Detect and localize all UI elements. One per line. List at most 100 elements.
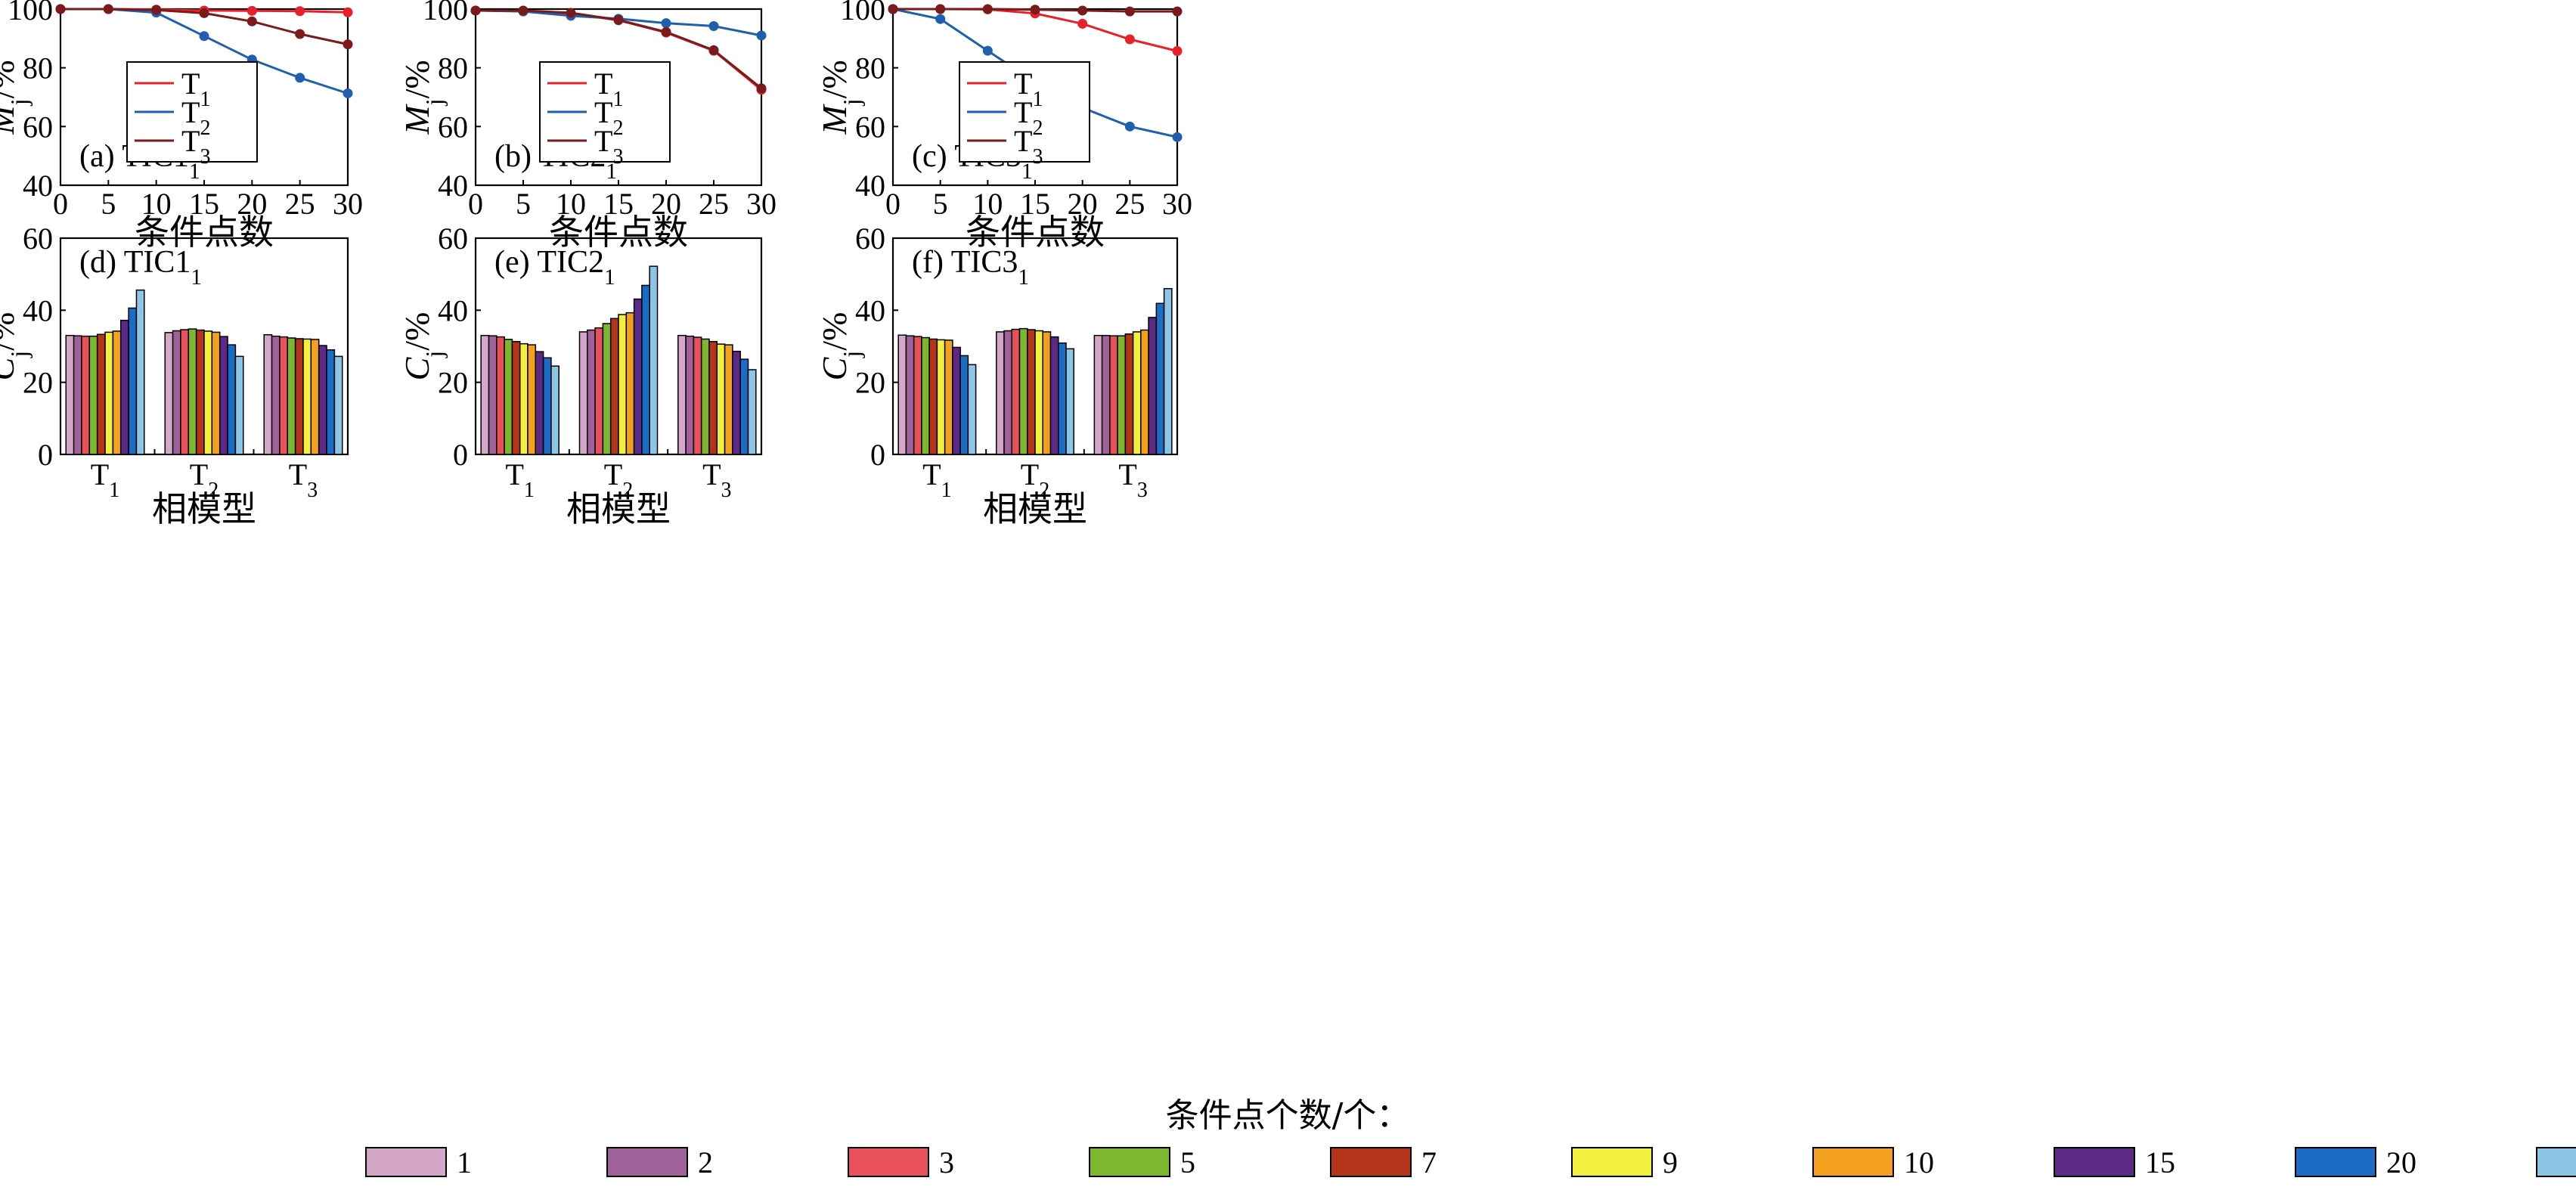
bar [587, 329, 596, 455]
bar [294, 338, 304, 455]
legend-item-3: 3 [848, 1145, 954, 1179]
panel-label: (f) TIC31 [912, 245, 1029, 290]
y-axis-title: Cj/% [0, 312, 33, 381]
y-tick-label: 40 [438, 169, 468, 203]
legend-label: 20 [2386, 1145, 2416, 1179]
legend-label: T1 [1014, 67, 1043, 111]
data-point [708, 21, 719, 32]
x-category-label: T3 [1118, 457, 1147, 502]
bar [333, 355, 343, 455]
data-point [1030, 5, 1040, 15]
x-category-label: T1 [91, 457, 119, 502]
legend-swatch [2536, 1147, 2576, 1177]
bar [542, 357, 552, 455]
legend-label: 10 [1904, 1145, 1934, 1179]
x-category-label: T1 [922, 457, 951, 502]
bar [944, 339, 953, 455]
bar [119, 319, 129, 455]
bar [913, 336, 922, 455]
data-point [661, 26, 671, 37]
legend-item-10: 10 [1812, 1145, 1934, 1179]
bar [1140, 329, 1149, 455]
data-point [1124, 6, 1135, 17]
x-axis-title: 相模型 [566, 488, 671, 529]
y-axis-title: Cj/% [815, 312, 865, 381]
bar [302, 338, 312, 455]
legend-item-20: 20 [2295, 1145, 2416, 1179]
x-tick-label: 25 [1114, 187, 1145, 221]
y-tick-label: 60 [438, 110, 468, 144]
x-category-label: T2 [604, 457, 633, 502]
bar [234, 355, 244, 455]
bar [519, 342, 529, 455]
legend-item-15: 15 [2054, 1145, 2175, 1179]
y-tick-label: 20 [855, 366, 885, 400]
bar [936, 339, 946, 455]
bar [633, 298, 643, 455]
bar [180, 329, 190, 455]
data-point [982, 45, 993, 56]
bar [1065, 348, 1074, 455]
legend-label: 9 [1663, 1145, 1678, 1179]
data-point [935, 14, 946, 24]
bar [496, 336, 505, 455]
x-category-label: T2 [1021, 457, 1049, 502]
y-tick-label: 40 [438, 293, 468, 327]
legend-label: T3 [594, 124, 623, 169]
bar [1011, 328, 1021, 455]
data-point [1172, 6, 1183, 17]
x-tick-label: 0 [53, 187, 68, 221]
bar [700, 338, 710, 455]
bar [1003, 330, 1013, 455]
bar [203, 330, 213, 455]
legend-label: T1 [181, 67, 210, 111]
y-tick-label: 60 [23, 222, 53, 256]
bar [227, 344, 237, 455]
y-tick-label: 0 [870, 438, 885, 472]
bar [739, 358, 749, 455]
y-tick-label: 20 [438, 366, 468, 400]
data-point [1172, 132, 1183, 142]
x-tick-label: 25 [699, 187, 729, 221]
bar [724, 344, 733, 455]
x-tick-label: 20 [237, 187, 267, 221]
bar [1042, 331, 1052, 455]
panel-label: (e) TIC21 [494, 245, 615, 290]
bar [188, 328, 197, 455]
bar [326, 349, 336, 455]
bar [625, 311, 635, 455]
bar [677, 334, 687, 455]
bar [1027, 329, 1036, 455]
bar [81, 335, 91, 455]
data-point [661, 18, 671, 29]
x-axis-title: 相模型 [152, 488, 256, 529]
bar [905, 335, 915, 455]
data-point [151, 5, 162, 15]
panel-f: 0 20 40 60 Cj/% (f) TIC31 T1 T2 T3 相模型 [815, 222, 1179, 529]
data-point [888, 4, 898, 14]
bar [535, 351, 544, 455]
data-point [246, 5, 257, 16]
x-category-label: T3 [289, 457, 318, 502]
data-point [295, 29, 305, 39]
data-point [1124, 121, 1135, 132]
bar [1018, 327, 1028, 455]
bar [1117, 335, 1127, 455]
x-category-label: T1 [505, 457, 534, 502]
data-point [246, 16, 257, 26]
legend-swatch [1330, 1147, 1412, 1177]
data-point [708, 45, 719, 55]
x-axis-title: 条件点数 [549, 212, 688, 253]
legend-swatch [2054, 1147, 2135, 1177]
legend-item-7: 7 [1330, 1145, 1437, 1179]
y-tick-label: 100 [423, 0, 468, 26]
data-point [295, 73, 305, 83]
y-axis-title: Mj/% [815, 60, 865, 135]
data-point [1172, 46, 1183, 57]
bar [959, 355, 969, 455]
bar [211, 331, 221, 455]
y-axis-title: Cj/% [398, 312, 448, 381]
bar [164, 332, 174, 455]
data-point [1077, 5, 1088, 16]
